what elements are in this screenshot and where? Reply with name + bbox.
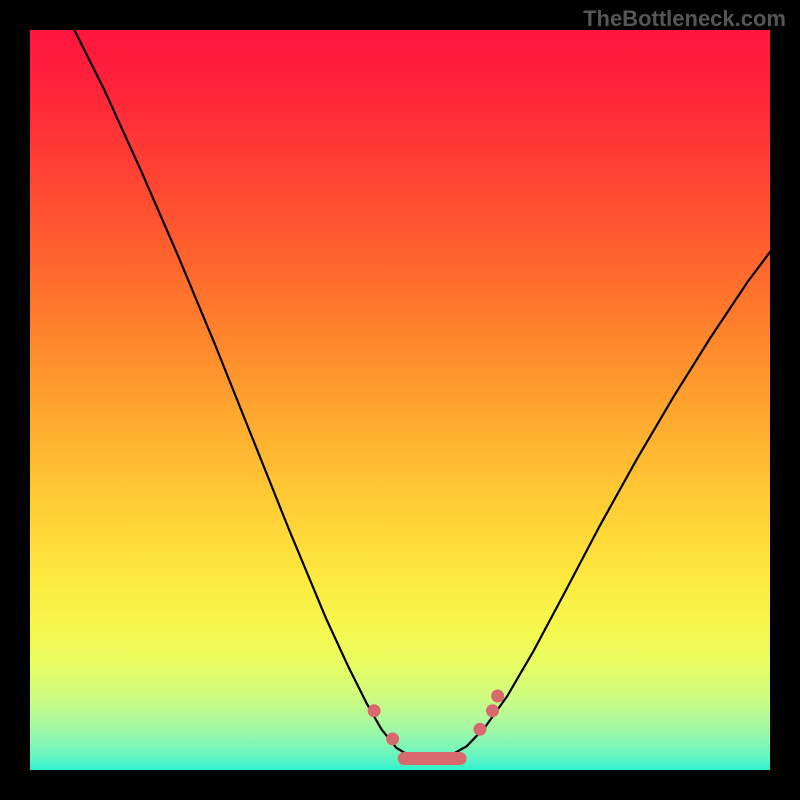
gradient-background <box>30 30 770 770</box>
chart-container: TheBottleneck.com <box>0 0 800 800</box>
trough-dot <box>386 732 399 745</box>
trough-dot <box>473 723 486 736</box>
trough-dot <box>486 704 499 717</box>
watermark-text: TheBottleneck.com <box>583 6 786 32</box>
plot-area <box>30 30 770 770</box>
trough-dot <box>368 704 381 717</box>
trough-bar <box>398 752 467 765</box>
trough-dot <box>491 690 504 703</box>
plot-svg <box>30 30 770 770</box>
